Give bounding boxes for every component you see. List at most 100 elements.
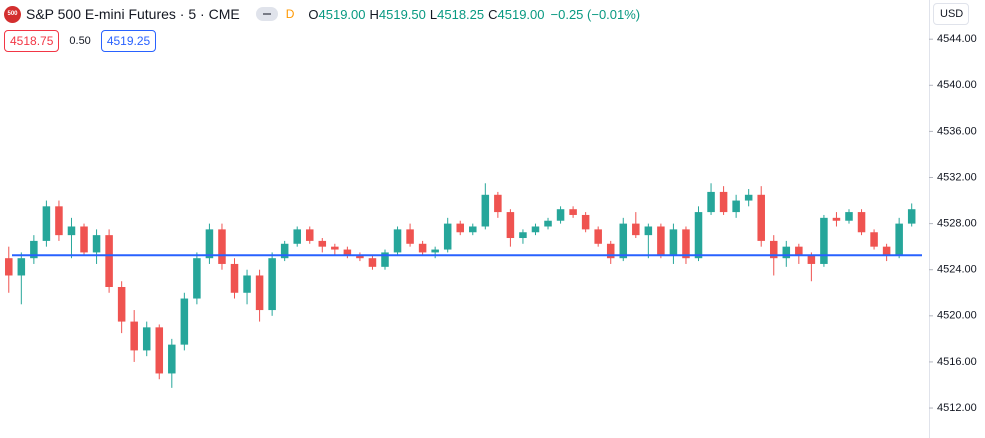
ohlc-key: H <box>369 6 379 22</box>
ohlc-value: 4519.50 <box>378 6 426 22</box>
legend-header: 500 S&P 500 E-mini Futures · 5 · CME D O… <box>4 4 640 24</box>
candle-body <box>820 217 828 264</box>
y-tick-label: 4540.00 <box>937 79 977 91</box>
candle-body <box>67 226 76 236</box>
candle-body <box>657 226 665 256</box>
candle-body <box>105 235 113 288</box>
candle-body <box>619 223 628 259</box>
candle-body <box>418 243 427 253</box>
candle-body <box>707 191 715 213</box>
symbol-icon[interactable]: 500 <box>4 5 21 23</box>
y-tick-label: 4544.00 <box>937 33 977 45</box>
candle-body <box>193 258 201 299</box>
candle-body <box>180 298 189 345</box>
ohlc-key: O <box>308 6 319 22</box>
candle-body <box>719 191 728 213</box>
candle-body <box>42 206 51 241</box>
candle-body <box>393 229 402 253</box>
candle-body <box>682 229 690 259</box>
candle-body <box>30 240 38 259</box>
y-tick-label: 4528.00 <box>937 218 977 230</box>
candle-body <box>381 252 389 267</box>
candle-body <box>757 194 765 241</box>
candle-body <box>268 258 276 311</box>
spread: 0.50 <box>69 35 91 47</box>
candle-body <box>218 229 226 264</box>
candle-body <box>744 194 753 201</box>
candle-body <box>230 263 239 293</box>
ohlc-value: 4519.00 <box>497 6 545 22</box>
candle-body <box>469 226 477 233</box>
candle-body <box>481 194 490 227</box>
currency-select[interactable]: USD <box>933 3 969 25</box>
candle-body <box>694 212 703 259</box>
candle-body <box>494 194 502 213</box>
candle-body <box>606 243 615 259</box>
candle-body <box>845 212 853 221</box>
quotes: 4518.75 0.50 4519.25 <box>4 30 157 52</box>
y-tick-label: 4520.00 <box>937 310 977 322</box>
candle-body <box>632 223 640 236</box>
y-tick-label: 4532.00 <box>937 171 977 183</box>
y-tick-label: 4536.00 <box>937 125 977 137</box>
candle-body <box>368 258 377 267</box>
candle-body <box>155 327 164 374</box>
candle-body <box>92 235 101 253</box>
candle-body <box>782 246 791 259</box>
ohlc-key: L <box>429 6 438 22</box>
candle-body <box>168 344 176 374</box>
candle-body <box>431 249 439 253</box>
candle-body <box>594 229 602 244</box>
candle-body <box>907 209 916 224</box>
candle-body <box>280 243 289 259</box>
candle-body <box>506 212 515 239</box>
ohlc-value: 4519.00 <box>318 6 366 22</box>
candle-body <box>882 246 891 256</box>
delay-badge[interactable]: D <box>285 7 295 21</box>
candle-body <box>857 212 866 233</box>
ohlc-value: 4518.25 <box>437 6 485 22</box>
candle-body <box>130 321 138 351</box>
y-tick-label: 4516.00 <box>937 356 977 368</box>
candle-body <box>807 255 816 264</box>
candle-body <box>832 217 841 221</box>
candle-body <box>293 229 301 244</box>
candle-body <box>644 226 653 236</box>
symbol-title[interactable]: S&P 500 E-mini Futures · 5 · CME <box>26 6 240 22</box>
candle-body <box>732 200 740 213</box>
candle-body <box>895 223 903 256</box>
candle-body <box>205 229 214 259</box>
candle-body <box>305 229 314 241</box>
candle-body <box>556 209 565 221</box>
y-tick-label: 4524.00 <box>937 264 977 276</box>
candle-body <box>343 249 352 256</box>
candle-body <box>531 226 540 233</box>
candle-body <box>318 240 327 247</box>
candle-body <box>519 232 527 239</box>
candle-body <box>581 214 590 230</box>
candle-body <box>142 327 151 351</box>
candle-body <box>243 275 251 293</box>
candle-body <box>443 223 452 250</box>
candle-body <box>544 220 552 227</box>
candle-body <box>17 258 26 276</box>
candle-body <box>406 229 414 244</box>
ohlc-values: O 4519.00 H 4519.50 L 4518.25 C 4519.00 <box>304 7 544 22</box>
candle-body <box>55 206 63 236</box>
ohlc-key: C <box>488 6 498 22</box>
candle-body <box>356 255 364 259</box>
status-pill[interactable] <box>255 7 278 21</box>
change: −0.25 (−0.01%) <box>550 6 641 22</box>
y-tick-label: 4512.00 <box>937 402 977 414</box>
candle-body <box>80 226 88 253</box>
bid-button[interactable]: 4518.75 <box>4 30 60 52</box>
candle-body <box>795 246 803 256</box>
candle-body <box>456 223 464 233</box>
candle-body <box>870 232 878 247</box>
candle-body <box>5 258 13 276</box>
candle-body <box>569 209 577 215</box>
candle-body <box>669 229 678 256</box>
ask-button[interactable]: 4519.25 <box>100 30 157 52</box>
